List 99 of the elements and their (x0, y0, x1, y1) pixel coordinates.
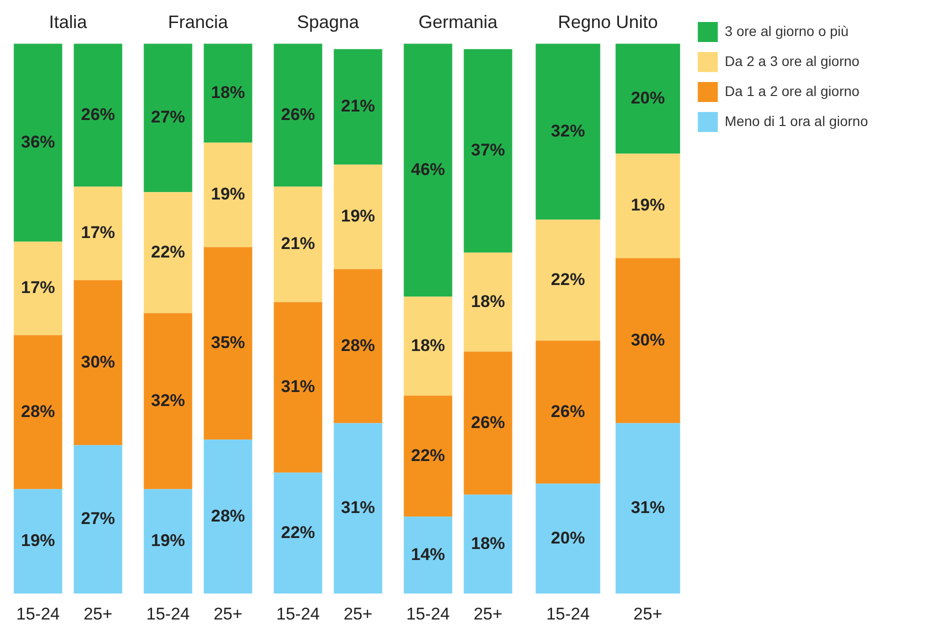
bar (144, 192, 192, 314)
data-label: 26% (550, 402, 585, 421)
bar (204, 440, 252, 594)
bar (464, 49, 512, 253)
bar (144, 44, 192, 192)
x-tick-label: 15-24 (406, 604, 450, 624)
bar (404, 296, 452, 396)
bar (14, 335, 62, 490)
chart-title: Spagna (296, 12, 360, 32)
bar (14, 242, 62, 336)
bar (274, 186, 322, 302)
bar (274, 302, 322, 473)
data-label: 32% (550, 121, 585, 140)
bar (464, 352, 512, 495)
data-label: 26% (80, 104, 116, 124)
data-label: 17% (20, 278, 56, 298)
chart-title: Francia (168, 12, 229, 32)
data-label: 27% (80, 509, 116, 528)
legend-label: 3 ore al giorno o più (724, 22, 849, 39)
data-label: 18% (470, 534, 506, 553)
data-label: 31% (280, 377, 316, 396)
data-label: 28% (20, 402, 56, 421)
bar (334, 423, 382, 594)
x-tick-label: 25+ (633, 604, 662, 624)
bar (74, 186, 122, 280)
legend-label: Da 2 a 3 ore al giorno (724, 52, 860, 69)
x-tick-label: 25+ (344, 604, 372, 624)
bar (616, 258, 680, 424)
data-label: 28% (340, 336, 376, 355)
bar (536, 220, 600, 341)
data-label: 18% (410, 336, 446, 355)
x-tick-label: 25+ (214, 604, 242, 624)
data-label: 17% (80, 223, 116, 242)
data-label: 22% (280, 522, 316, 542)
chart-title: Italia (48, 12, 88, 32)
bar (536, 484, 600, 594)
x-tick-label: 15-24 (276, 604, 320, 624)
bar (274, 472, 322, 594)
data-label: 20% (550, 528, 585, 548)
bar (204, 247, 252, 440)
data-label: 46% (410, 160, 446, 179)
x-tick-label: 15-24 (16, 604, 60, 624)
data-label: 19% (150, 531, 186, 550)
data-label: 22% (410, 446, 446, 465)
bar (74, 280, 122, 446)
data-label: 19% (340, 206, 376, 226)
data-label: 19% (20, 531, 56, 550)
chart-title: Germania (418, 12, 499, 32)
data-label: 14% (410, 544, 446, 564)
data-label: 22% (150, 242, 186, 262)
data-label: 36% (20, 132, 56, 152)
data-label: 22% (550, 270, 585, 289)
bar (204, 44, 252, 143)
bar (464, 252, 512, 352)
data-label: 21% (340, 96, 376, 116)
data-label: 21% (280, 234, 316, 254)
data-label: 18% (210, 82, 246, 102)
legend-label: Meno di 1 ora al giorno (724, 112, 868, 129)
data-label: 19% (210, 184, 246, 204)
legend-label: Da 1 a 2 ore al giorno (724, 82, 860, 99)
data-label: 26% (280, 104, 316, 124)
data-label: 31% (340, 498, 376, 518)
x-tick-label: 15-24 (146, 604, 190, 624)
bar (334, 269, 382, 424)
bar (616, 44, 680, 154)
data-label: 37% (470, 140, 506, 160)
bar (404, 44, 452, 297)
bar (14, 44, 62, 242)
bar (536, 44, 600, 220)
bar (536, 340, 600, 484)
data-label: 31% (630, 498, 665, 518)
bar (334, 49, 382, 165)
bar (334, 164, 382, 270)
data-label: 18% (470, 292, 506, 311)
chart-title: Regno Unito (558, 12, 658, 32)
x-tick-label: 25+ (474, 604, 502, 624)
bar (616, 154, 680, 258)
data-label: 26% (470, 412, 506, 432)
bar (274, 44, 322, 187)
bar (404, 396, 452, 517)
bar (616, 423, 680, 594)
data-label: 32% (150, 390, 186, 410)
bar (204, 142, 252, 248)
data-label: 35% (210, 333, 246, 352)
data-label: 30% (630, 330, 665, 350)
data-label: 27% (150, 108, 186, 127)
bar (74, 445, 122, 594)
bar (144, 313, 192, 490)
bar (74, 44, 122, 187)
data-label: 20% (630, 88, 665, 108)
bar (144, 489, 192, 594)
data-label: 30% (80, 352, 116, 372)
x-tick-label: 15-24 (546, 604, 590, 624)
bar (464, 494, 512, 594)
x-tick-label: 25+ (84, 604, 112, 624)
data-label: 28% (210, 506, 246, 526)
data-label: 19% (630, 196, 665, 215)
bar (404, 516, 452, 594)
bar (14, 489, 62, 594)
